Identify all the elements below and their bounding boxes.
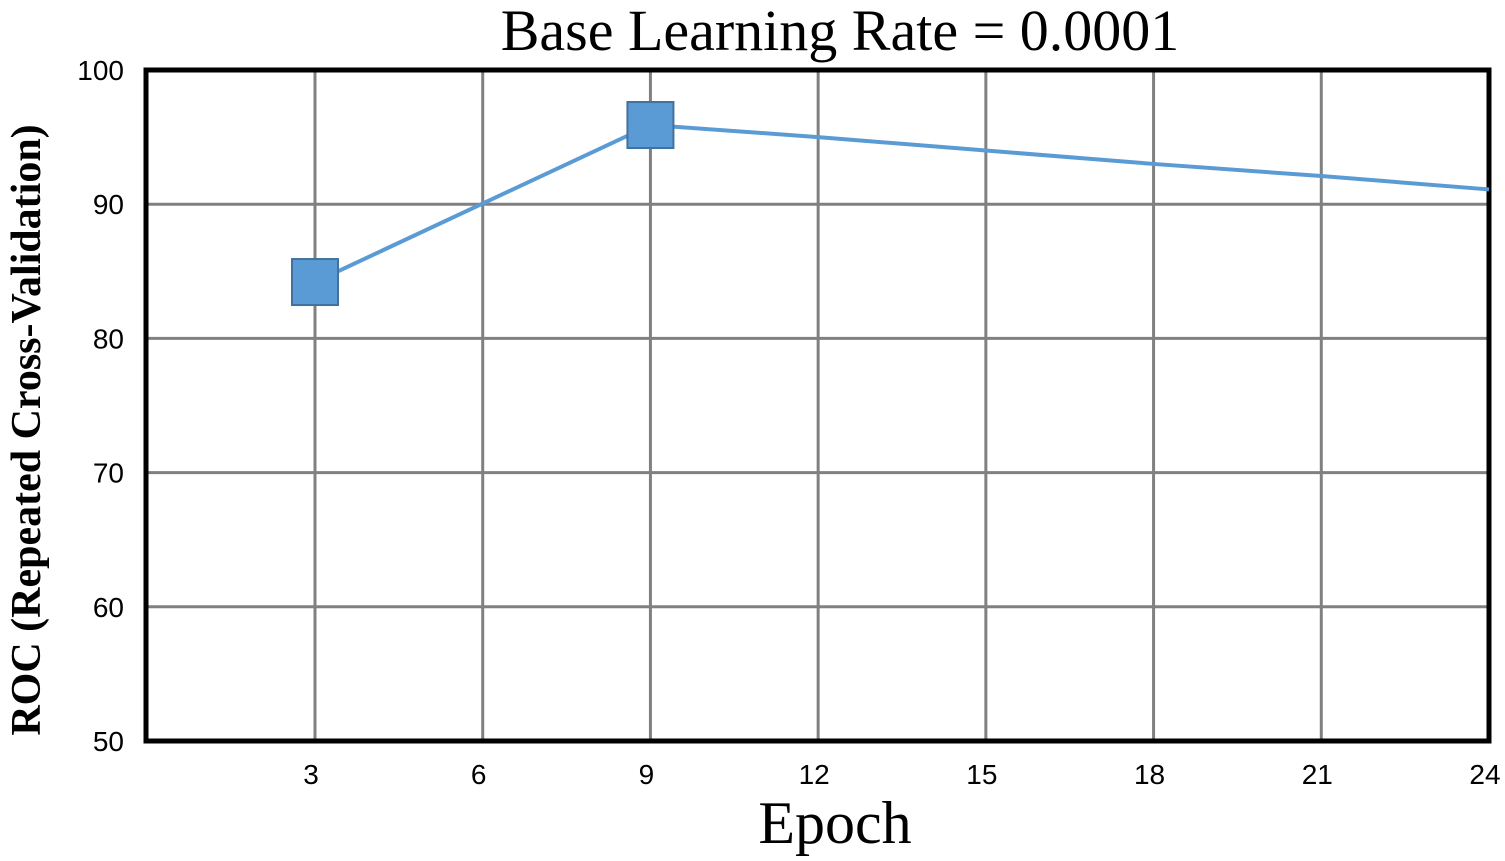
x-axis-ticks: 3 6 9 12 15 18 21 24: [303, 759, 1500, 790]
y-tick-label: 50: [93, 726, 124, 757]
x-tick-label: 6: [471, 759, 487, 790]
grid-lines: [146, 70, 1489, 741]
y-tick-label: 80: [93, 323, 124, 354]
x-tick-label: 18: [1134, 759, 1165, 790]
y-tick-label: 70: [93, 458, 124, 489]
data-point-marker: [291, 258, 339, 307]
data-point-marker: [626, 101, 675, 150]
x-tick-label: 15: [966, 759, 997, 790]
plot-border: [143, 67, 1492, 744]
x-tick-label: 9: [639, 759, 655, 790]
y-tick-label: 60: [93, 592, 124, 623]
x-axis-label: Epoch: [758, 790, 911, 856]
x-tick-label: 3: [303, 759, 319, 790]
y-tick-label: 90: [93, 189, 124, 220]
chart-title: Base Learning Rate = 0.0001: [501, 0, 1180, 63]
x-tick-label: 24: [1469, 759, 1500, 790]
y-tick-label: 100: [77, 55, 124, 86]
y-axis-label: ROC (Repeated Cross-Validation): [4, 124, 50, 735]
x-tick-label: 12: [799, 759, 830, 790]
plot-frame: [143, 67, 1492, 744]
series-roc: [291, 101, 1490, 307]
y-axis-ticks: 50 60 70 80 90 100: [77, 55, 124, 757]
x-tick-label: 21: [1302, 759, 1333, 790]
